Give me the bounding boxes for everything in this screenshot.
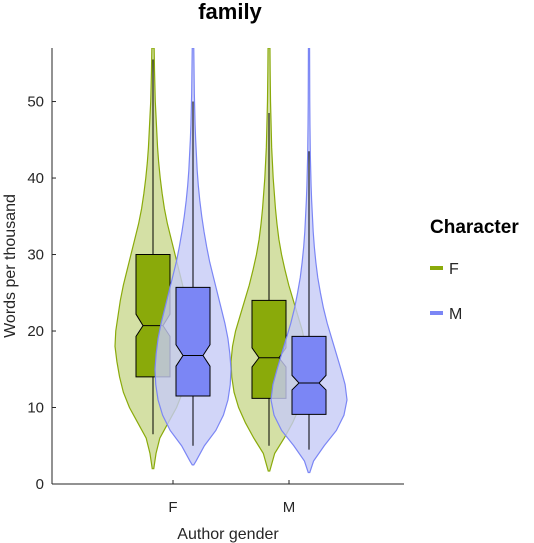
chart-title: family: [198, 0, 262, 24]
plot-area: [114, 48, 348, 474]
y-tick-label-0: 0: [36, 476, 44, 493]
legend-title: Character: [430, 217, 519, 238]
y-axis-label: Words per thousand: [2, 194, 19, 338]
legend: Character F M: [430, 217, 519, 323]
box-m-f: [175, 286, 211, 397]
x-axis-label: Author gender: [177, 526, 279, 543]
y-tick-label-20: 20: [27, 323, 44, 340]
box-m-m: [291, 335, 327, 415]
y-tick-label-10: 10: [27, 400, 44, 417]
y-tick-label-40: 40: [27, 170, 44, 187]
y-tick-label-30: 30: [27, 247, 44, 264]
legend-label-f: F: [449, 261, 459, 278]
y-tick-label-50: 50: [27, 94, 44, 111]
legend-label-m: M: [449, 306, 462, 323]
x-tick-label-f: F: [168, 499, 177, 516]
x-tick-label-m: M: [283, 499, 296, 516]
y-axis-ticks: 0 10 20 30 40 50: [27, 94, 56, 493]
